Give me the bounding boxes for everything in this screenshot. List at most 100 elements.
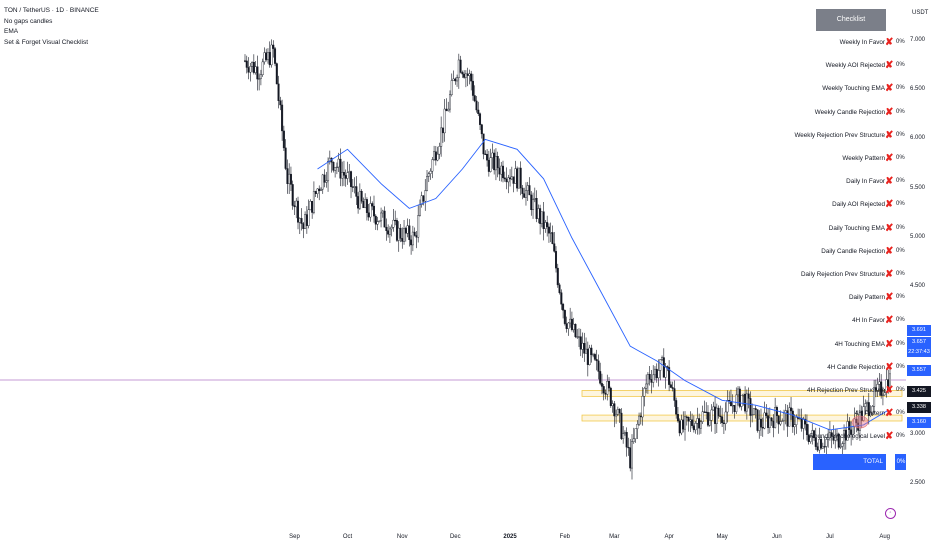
- candle-up: [427, 173, 430, 177]
- cross-icon: ✘: [885, 153, 894, 164]
- candle-down: [565, 323, 568, 329]
- checklist-item-pct: 0%: [896, 247, 905, 254]
- candle-down: [786, 410, 789, 427]
- chart-pane[interactable]: [0, 0, 906, 550]
- candle-down: [820, 438, 823, 449]
- cross-icon: ✘: [885, 106, 894, 118]
- candle-down: [493, 152, 496, 171]
- candle-down: [408, 225, 411, 241]
- checklist-item-pct: 0%: [896, 108, 905, 115]
- candle-down: [523, 193, 526, 198]
- candle-up: [424, 190, 427, 202]
- candle-up: [866, 402, 869, 404]
- candle-down: [318, 188, 321, 192]
- candle-up: [298, 218, 301, 223]
- candle-down: [277, 83, 280, 101]
- candle-down: [613, 403, 616, 417]
- candle-down: [484, 153, 487, 155]
- candle-up: [606, 381, 609, 395]
- checklist-item-label: Weekly Rejection Prev Structure: [794, 131, 885, 139]
- candle-down: [355, 186, 358, 197]
- candle-up: [397, 227, 400, 241]
- candle-down: [669, 384, 672, 388]
- candle-down: [477, 109, 480, 114]
- candle-down: [791, 410, 794, 428]
- candle-down: [706, 412, 709, 426]
- checklist-item-label: Weekly In Favor: [839, 39, 885, 46]
- events-icon[interactable]: ◦: [885, 508, 896, 519]
- candle-down: [553, 243, 556, 252]
- candle-up: [864, 403, 867, 407]
- candle-down: [761, 426, 764, 429]
- candle-up: [615, 414, 618, 417]
- candle-down: [599, 371, 602, 384]
- candle-down: [804, 418, 807, 425]
- candle-down: [676, 414, 679, 422]
- candle-up: [576, 336, 579, 338]
- candle-down: [256, 66, 259, 80]
- candle-down: [625, 432, 628, 448]
- candle-up: [254, 66, 257, 73]
- checklist-item-label: Daily Touching EMA: [828, 224, 885, 232]
- candle-down: [662, 357, 665, 378]
- candle-down: [410, 239, 413, 246]
- candle-down: [521, 187, 524, 194]
- currency-label[interactable]: USDT: [912, 10, 929, 16]
- candle-down: [297, 200, 300, 223]
- indicator-no-gaps[interactable]: No gaps candles: [4, 17, 53, 25]
- candle-up: [839, 446, 842, 448]
- cross-icon: ✘: [885, 83, 894, 95]
- candle-down: [600, 383, 603, 387]
- price-tick: 5.500: [910, 184, 926, 191]
- candle-down: [498, 167, 501, 175]
- candle-up: [443, 108, 446, 134]
- candle-down: [473, 95, 476, 102]
- price-scale[interactable]: [906, 0, 932, 550]
- candle-up: [321, 174, 324, 190]
- candle-down: [415, 235, 418, 238]
- checklist-item-label: 4H In Favor: [852, 317, 885, 325]
- candle-down: [463, 73, 466, 78]
- candle-down: [401, 238, 404, 242]
- candle-up: [616, 408, 619, 415]
- candle-down: [682, 419, 685, 430]
- indicator-ema[interactable]: EMA: [4, 28, 19, 35]
- candle-down: [813, 430, 816, 438]
- candle-up: [380, 212, 383, 222]
- checklist-row: Round Psychological Level ✘ 0%: [809, 431, 907, 445]
- candle-up: [544, 222, 547, 229]
- price-chart[interactable]: [0, 0, 906, 550]
- checklist-item-label: Daily Candle Rejection: [821, 247, 885, 255]
- candle-down: [546, 222, 549, 228]
- candle-down: [620, 412, 623, 439]
- candle-down: [666, 366, 669, 368]
- candle-down: [775, 407, 778, 417]
- symbol-title[interactable]: TON / TetherUS · 1D · BINANCE: [4, 7, 99, 14]
- candle-down: [703, 411, 706, 413]
- price-tick: 2.500: [910, 480, 926, 486]
- candle-down: [471, 80, 474, 96]
- candle-down: [562, 303, 565, 311]
- candle-up: [325, 180, 328, 183]
- checklist-item-pct: 0%: [896, 340, 905, 347]
- cross-icon: ✘: [885, 292, 894, 304]
- candle-down: [685, 416, 688, 418]
- checklist-item-pct: 0%: [896, 131, 905, 138]
- candle-down: [547, 226, 550, 234]
- checklist-row: Weekly Rejection Prev Structure ✘ 0%: [794, 130, 907, 144]
- indicator-checklist[interactable]: Set & Forget Visual Checklist: [4, 38, 89, 46]
- candle-up: [358, 190, 361, 209]
- price-tick: 5.000: [910, 233, 926, 240]
- candle-up: [381, 210, 384, 214]
- price-tag: 3.160: [907, 417, 931, 428]
- candle-down: [404, 228, 407, 234]
- candle-down: [374, 215, 377, 225]
- candle-down: [480, 124, 483, 135]
- candle-down: [351, 186, 354, 188]
- time-tick: Aug: [879, 534, 891, 540]
- candle-down: [542, 211, 545, 229]
- candle-down: [252, 62, 255, 73]
- candle-up: [634, 428, 637, 440]
- time-tick: Nov: [396, 534, 408, 540]
- time-tick: Mar: [609, 534, 620, 540]
